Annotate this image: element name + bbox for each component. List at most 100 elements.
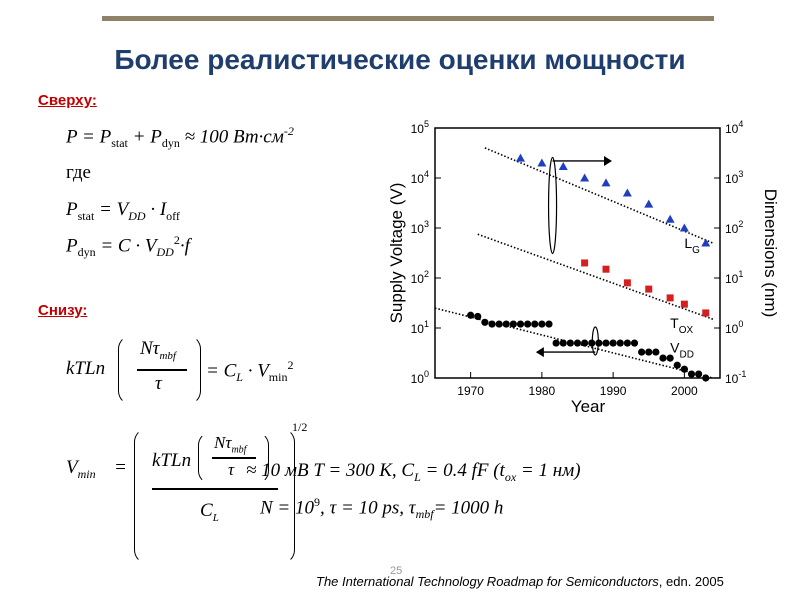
params-line: N = 109, τ = 10 ps, τmbf= 1000 h [260,495,504,522]
vmin-equals: = [114,457,127,478]
data-point-tox [602,265,610,273]
right-paren [186,335,201,405]
data-point-tox [680,300,688,308]
page-number: 25 [390,565,403,577]
data-point-vdd [602,339,610,347]
y-tick-label: 100 [411,369,429,386]
data-point-tox [623,279,631,287]
data-point-lg [558,161,568,170]
data-point-tox [581,259,589,267]
big-fraction-line [152,488,278,490]
data-point-vdd [659,354,667,362]
inner-tau: τ [228,460,235,479]
plot-frame [434,127,721,379]
data-point-lg [601,178,611,187]
slide-title: Более реалистические оценки мощности [114,44,686,75]
data-point-tox [666,294,674,302]
data-point-vdd [495,320,503,328]
data-point-vdd [488,320,496,328]
data-point-vdd [616,339,624,347]
arrowhead-right [604,155,612,166]
data-point-vdd [702,374,710,382]
y2-tick-label: 103 [725,169,743,186]
data-point-vdd [666,354,674,362]
data-point-vdd [673,361,681,369]
big-left-paren [134,428,153,564]
series-label: VDD [670,340,694,361]
series-label: LG [684,235,700,256]
inner-left-paren [198,432,211,484]
denominator-tau: τ [155,373,162,394]
big-denominator-cl: CL [200,500,219,524]
data-point-vdd [652,348,660,356]
data-point-lg [516,153,525,162]
data-point-lg [644,199,654,208]
big-right-paren [276,428,295,564]
x-tick-label: 2000 [671,384,698,398]
x-tick-label: 1980 [529,384,556,398]
reference-citation: The International Technology Roadmap for… [316,574,724,589]
y-axis-label: Supply Voltage (V) [387,183,406,324]
data-point-vdd [524,320,532,328]
top-decorative-bar [102,16,714,21]
data-point-vdd [516,320,525,328]
data-point-vdd [630,339,639,347]
lower-bound-label: Снизу: [38,302,88,319]
x-tick-label: 1970 [457,384,484,398]
inner-fraction-line [212,457,256,459]
data-point-lg [679,223,689,232]
y-tick-label: 102 [411,269,429,286]
series-label: TOX [670,315,693,336]
itrs-scaling-chart: 1970 1980 1990 2000 100 101 102 103 104 105 10-1 10… [387,119,780,416]
data-point-lg [537,158,547,167]
data-point-vdd [531,320,539,328]
power-equation: P = Pstat + Pdyn ≈ 100 Вт·см-2 [66,124,294,151]
trend-line [484,147,714,244]
trend-line [434,307,714,379]
data-point-vdd [573,339,582,347]
numerator: Nτmbf [140,338,176,362]
inner-numerator: Nτmbf [214,433,247,456]
data-point-vdd [645,348,653,356]
data-point-vdd [538,320,546,328]
data-point-vdd [566,339,574,347]
y2-axis-label: Dimensions (nm) [761,189,780,317]
rhs-cl: = CL · Vmin2 [206,358,294,385]
pstat-equation: Pstat = VDD · Ioff [66,199,180,223]
inner-right-paren [256,432,269,484]
trend-line [477,233,714,320]
y2-tick-label: 104 [725,119,743,136]
fraction-line [137,369,187,371]
data-point-vdd [545,320,553,328]
data-point-lg [701,238,711,247]
x-axis-label: Year [571,397,606,416]
x-tick-label: 1990 [600,384,627,398]
data-point-vdd [509,320,517,328]
data-point-vdd [609,339,617,347]
data-point-vdd [623,339,631,347]
data-point-vdd [467,311,475,319]
data-point-vdd [638,348,646,356]
y-tick-label: 104 [411,169,429,186]
ktln-text: kTLn [66,358,106,379]
data-point-vdd [581,339,589,347]
pdyn-equation: Pdyn = C · VDD2·f [66,233,190,260]
data-point-lg [665,214,675,223]
data-point-vdd [481,318,489,326]
y2-tick-label: 101 [725,269,743,286]
big-ktln: kTLn [152,450,192,471]
y2-tick-label: 10-1 [725,369,746,386]
where-word: где [66,162,91,183]
vmin-value-line: ≈ 10 мВ T = 300 K, CL = 0.4 fF (tox = 1 … [246,460,581,484]
bracket-ellipse-upper [547,156,558,255]
data-point-vdd [695,370,703,378]
left-paren [118,335,133,405]
y2-tick-label: 102 [725,219,743,236]
data-point-lg [622,188,632,197]
data-point-vdd [552,339,560,347]
data-point-vdd [502,320,510,328]
data-point-vdd [680,365,688,373]
y2-tick-label: 100 [725,319,743,336]
data-point-vdd [474,312,482,321]
data-point-tox [702,309,710,317]
